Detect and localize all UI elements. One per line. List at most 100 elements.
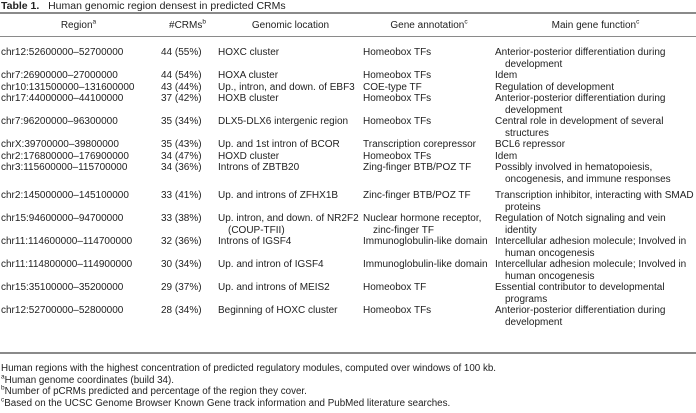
gene-function-cell: BCL6 repressor: [495, 139, 696, 151]
cell-text: Idem: [495, 70, 518, 81]
genomic-location-cell: Up. and intron of IGSF4: [218, 259, 363, 282]
gene-annotation-cell: Homeobox TFs: [363, 151, 495, 163]
table-row: chr11:114600000–114700000 32 (36%) Introns…: [0, 236, 696, 259]
crm-count-cell: 37 (42%): [157, 93, 218, 116]
gene-function-cell: Central role in development of several s…: [495, 116, 696, 139]
table-row: chr2:145000000–145100000 33 (41%) Up. and …: [0, 190, 696, 213]
gene-annotation-cell: Immunoglobulin-like domain: [363, 259, 495, 282]
cell-text: chr3:115600000–115700000: [1, 162, 128, 173]
region-cell: chrX:39700000–39800000: [0, 139, 157, 151]
gene-function-cell: Intercellular adhesion molecule; Involve…: [495, 236, 696, 259]
footnote-text: Based on the UCSC Genome Browser Known G…: [4, 398, 451, 409]
footnote: bNumber of pCRMs predicted and percentag…: [1, 385, 307, 398]
cell-text: Anterior-posterior differentiation durin…: [495, 305, 666, 328]
cell-text: Homeobox TFs: [363, 305, 432, 316]
crm-count-cell: 29 (37%): [157, 282, 218, 305]
region-cell: chr7:26900000–27000000: [0, 70, 157, 82]
cell-text: Homeobox TFs: [363, 116, 432, 127]
footnote-marker: a: [1, 373, 5, 381]
region-cell: chr2:176800000–176900000: [0, 151, 157, 163]
cell-text: 43 (44%): [161, 81, 202, 93]
bottom-rule: [0, 352, 696, 354]
cell-text: Idem: [495, 150, 518, 162]
genomic-location-cell: Up. and introns of MEIS2: [218, 282, 363, 305]
footnote-marker: c: [636, 18, 640, 26]
crm-count-cell: 30 (34%): [157, 259, 218, 282]
gene-annotation-cell: Nuclear hormone receptor, zinc-finger TF: [363, 213, 495, 236]
cell-text: 30 (34%): [161, 259, 202, 270]
region-cell: chr12:52600000–52700000: [0, 36, 157, 70]
cell-text: Up. and intron of IGSF4: [218, 259, 324, 270]
footnote-marker: a: [92, 18, 97, 26]
crm-count-cell: 33 (38%): [157, 213, 218, 236]
cell-text: Homeobox TFs: [363, 93, 432, 104]
cell-text: Up. and introns of ZFHX1B: [218, 190, 339, 201]
gene-annotation-cell: Homeobox TFs: [363, 93, 495, 116]
cell-text: chr17:44000000–44100000: [1, 93, 124, 104]
footnote: aHuman genome coordinates (build 34).: [1, 373, 174, 387]
cell-text: Homeobox TFs: [363, 47, 432, 58]
cell-text: HOXA cluster: [218, 70, 279, 81]
gene-function-cell: Anterior-posterior differentiation durin…: [495, 305, 696, 328]
cell-text: chr7:96200000–96300000: [1, 116, 118, 127]
column-header-label: Gene annotation: [390, 19, 465, 31]
table-title: Table 1. Human genomic region densest in…: [1, 0, 286, 13]
gene-annotation-cell: Transcription corepressor: [363, 139, 495, 151]
region-cell: chr11:114800000–114900000: [0, 259, 157, 282]
region-cell: chr2:145000000–145100000: [0, 190, 157, 213]
cell-text: Up. and 1st intron of BCOR: [218, 139, 340, 150]
cell-text: HOXD cluster: [218, 150, 280, 162]
genomic-location-cell: HOXC cluster: [218, 36, 363, 70]
genomic-location-cell: Up. and 1st intron of BCOR: [218, 139, 363, 151]
cell-text: Regulation of development: [495, 81, 614, 93]
gene-annotation-cell: Zinc-finger BTB/POZ TF: [363, 190, 495, 213]
cell-text: chr2:145000000–145100000: [1, 190, 129, 201]
cell-text: Up., intron, and down. of EBF3: [218, 81, 355, 93]
footnote-text: Human regions with the highest concentra…: [1, 363, 497, 374]
column-header-label: Genomic location: [251, 19, 330, 31]
cell-text: chr12:52700000–52800000: [1, 305, 124, 316]
gene-function-cell: Essential contributor to developmental p…: [495, 282, 696, 305]
cell-text: BCL6 repressor: [495, 139, 566, 150]
column-header-label: Main gene function: [551, 19, 637, 31]
gene-function-cell: Intercellular adhesion molecule; Involve…: [495, 259, 696, 282]
cell-text: Essential contributor to developmental p…: [495, 282, 665, 305]
gene-function-cell: Anterior-posterior differentiation durin…: [495, 93, 696, 116]
data-table: Regiona #CRMsb Genomic location Gene annota…: [0, 14, 696, 328]
cell-text: chr11:114600000–114700000: [1, 236, 133, 247]
table-row: chr10:131500000–131600000 43 (44%) Up., in…: [0, 82, 696, 94]
table-row: chr12:52700000–52800000 28 (34%) Beginning…: [0, 305, 696, 328]
gene-function-cell: Anterior-posterior differentiation durin…: [495, 36, 696, 70]
cell-text: 35 (34%): [161, 116, 202, 127]
gene-function-cell: Regulation of development: [495, 82, 696, 94]
cell-text: Regulation of Notch signaling and vein i…: [495, 213, 666, 236]
cell-text: 44 (54%): [161, 70, 202, 81]
cell-text: Up. intron, and down. of NR2F2 (COUP-TFI…: [218, 213, 359, 236]
cell-text: 35 (43%): [161, 139, 202, 150]
gene-function-cell: Idem: [495, 70, 696, 82]
column-header: Gene annotationc: [363, 14, 495, 36]
cell-text: Immunoglobulin-like domain: [363, 259, 488, 270]
cell-text: Transcription inhibitor, interacting wit…: [495, 190, 694, 213]
genomic-location-cell: DLX5-DLX6 intergenic region: [218, 116, 363, 139]
header-row: Regiona #CRMsb Genomic location Gene annota…: [0, 14, 696, 36]
cell-text: Possibly involved in hematopoiesis, onco…: [495, 162, 671, 185]
crm-count-cell: 33 (41%): [157, 190, 218, 213]
crm-count-cell: 35 (34%): [157, 116, 218, 139]
cell-text: Intercellular adhesion molecule; Involve…: [495, 236, 687, 259]
cell-text: HOXB cluster: [218, 93, 279, 104]
gene-function-cell: Possibly involved in hematopoiesis, onco…: [495, 162, 696, 190]
table-caption: Human genomic region densest in predicte…: [48, 0, 286, 12]
cell-text: 29 (37%): [161, 282, 202, 293]
cell-text: Transcription corepressor: [363, 139, 477, 150]
cell-text: 44 (55%): [161, 47, 202, 58]
footnote-text: Number of pCRMs predicted and percentage…: [4, 386, 307, 397]
region-cell: chr3:115600000–115700000: [0, 162, 157, 190]
crm-count-cell: 32 (36%): [157, 236, 218, 259]
table-row: chr12:52600000–52700000 44 (55%) HOXC clus…: [0, 36, 696, 70]
cell-text: chrX:39700000–39800000: [1, 139, 119, 150]
cell-text: Up. and introns of MEIS2: [218, 282, 330, 293]
cell-text: Intercellular adhesion molecule; Involve…: [495, 259, 687, 282]
gene-function-cell: Idem: [495, 151, 696, 163]
cell-text: 28 (34%): [161, 305, 202, 316]
